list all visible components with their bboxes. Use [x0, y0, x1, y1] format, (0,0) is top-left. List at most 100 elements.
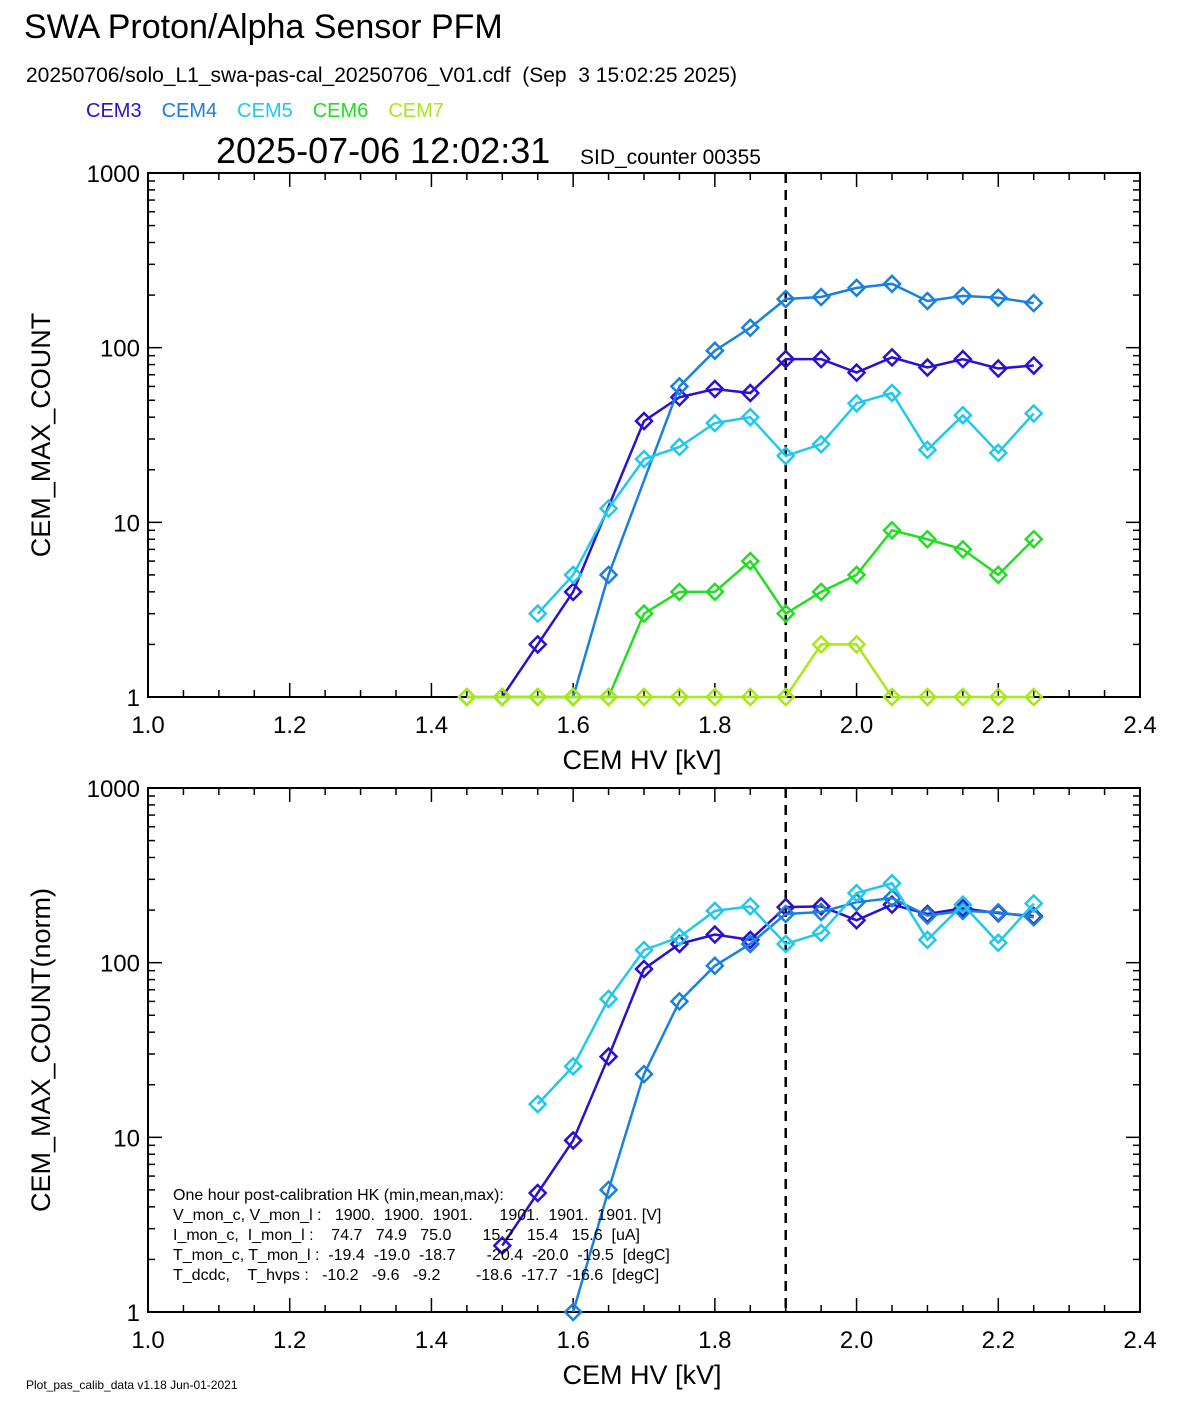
x-tick-label: 2.0 [840, 1327, 873, 1354]
data-point [988, 288, 1009, 308]
data-point [882, 687, 902, 707]
series-line [571, 282, 1034, 698]
data-point [705, 955, 725, 976]
series-line [466, 643, 1034, 699]
series-line [501, 903, 1034, 1247]
hk-line: One hour post-calibration HK (min,mean,m… [173, 1187, 504, 1204]
data-point [563, 687, 583, 707]
data-point [705, 687, 725, 707]
x-tick-label: 1.2 [273, 1327, 306, 1354]
data-point [598, 1180, 619, 1200]
x-tick-label: 2.0 [840, 712, 873, 739]
data-point [775, 289, 796, 309]
y-tick-label: 100 [100, 951, 140, 978]
data-point [669, 687, 690, 707]
data-point [775, 349, 796, 369]
data-point [882, 347, 902, 368]
x-axis-label: CEM HV [kV] [562, 1360, 721, 1390]
data-point [775, 934, 796, 954]
x-tick-label: 1.6 [556, 1327, 589, 1354]
data-point [740, 687, 761, 707]
legend-entry-cem6: CEM6 [312, 100, 369, 122]
y-tick-label: 10 [113, 1125, 140, 1152]
data-point [917, 905, 938, 926]
data-point [527, 1094, 548, 1114]
data-point [598, 989, 619, 1009]
data-point [953, 405, 973, 426]
y-axis-label: CEM_MAX_COUNT(norm) [26, 888, 56, 1212]
x-tick-label: 2.4 [1123, 712, 1156, 739]
data-point [563, 582, 583, 602]
x-axis-label: CEM HV [kV] [562, 745, 721, 775]
data-point [634, 411, 654, 431]
plot-frame [147, 172, 1141, 698]
data-point [1023, 403, 1044, 424]
x-tick-label: 1.0 [131, 712, 164, 739]
data-point [882, 383, 902, 403]
data-point [775, 687, 796, 707]
data-point [1023, 687, 1044, 707]
data-point [846, 883, 867, 903]
data-point [669, 376, 690, 397]
y-tick-label: 10 [113, 510, 140, 537]
series-cem3 [492, 347, 1044, 707]
file-subtitle: 20250706/solo_L1_swa-pas-cal_20250706_V0… [26, 64, 738, 87]
data-point [846, 910, 867, 930]
series-cem4 [563, 888, 1044, 1322]
data-point [882, 274, 902, 294]
legend-entry-cem4: CEM4 [161, 100, 218, 122]
data-point [811, 287, 831, 307]
data-point [740, 896, 761, 917]
hk-line: V_mon_c, V_mon_l : 1900. 1900. 1901. 190… [173, 1207, 661, 1224]
data-point [846, 634, 867, 655]
series-cem5 [527, 383, 1044, 624]
x-tick-label: 1.4 [415, 712, 448, 739]
data-point [740, 930, 761, 950]
data-point [669, 927, 690, 947]
data-point [953, 894, 973, 915]
data-point [705, 901, 725, 921]
data-point [846, 362, 867, 383]
data-point [811, 349, 831, 369]
data-point [598, 565, 619, 585]
y-tick-label: 1 [127, 1300, 140, 1327]
y-tick-label: 1000 [87, 161, 140, 188]
data-point [988, 902, 1009, 923]
data-point [1023, 907, 1044, 928]
x-tick-label: 1.2 [273, 712, 306, 739]
data-point [811, 582, 831, 602]
plot-panel-2: 1.0 1.2 1.4 1.6 1.8 2.0 2.2 2.4 1 10 100 1000 CEM HV… [26, 776, 1157, 1390]
data-point [598, 498, 619, 519]
data-point [811, 896, 831, 917]
hk-line: I_mon_c, I_mon_l : 74.7 74.9 75.0 15.2 1… [173, 1227, 640, 1244]
data-point [811, 434, 831, 454]
data-point [563, 1130, 583, 1151]
data-point [598, 687, 619, 707]
data-point [1023, 293, 1044, 313]
data-point [457, 687, 477, 707]
data-point [882, 520, 902, 541]
data-point [669, 437, 690, 457]
timestamp: 2025-07-06 12:02:31 [216, 130, 551, 171]
data-point [953, 539, 973, 560]
data-point [1023, 893, 1044, 914]
x-tick-label: 2.4 [1123, 1327, 1156, 1354]
data-point [846, 393, 867, 414]
data-point [634, 687, 654, 707]
data-point [775, 904, 796, 924]
data-point [917, 357, 938, 378]
data-point [917, 687, 938, 707]
data-point [953, 687, 973, 707]
data-point [740, 317, 761, 338]
series-line [536, 881, 1035, 1105]
x-tick-label: 1.0 [131, 1327, 164, 1354]
y-axis-label: CEM_MAX_COUNT [26, 313, 56, 558]
series-line [501, 356, 1034, 698]
legend: CEM3 CEM4 CEM5 CEM6 CEM7 [86, 100, 464, 123]
plot-panel-1: 1.0 1.2 1.4 1.6 1.8 2.0 2.2 2.4 1 10 100 1000 CEM HV… [26, 161, 1157, 775]
footer-version: Plot_pas_calib_data v1.18 Jun-01-2021 [26, 1378, 238, 1392]
hk-summary: One hour post-calibration HK (min,mean,m… [173, 1187, 670, 1284]
data-point [634, 959, 654, 979]
data-point [705, 582, 725, 602]
